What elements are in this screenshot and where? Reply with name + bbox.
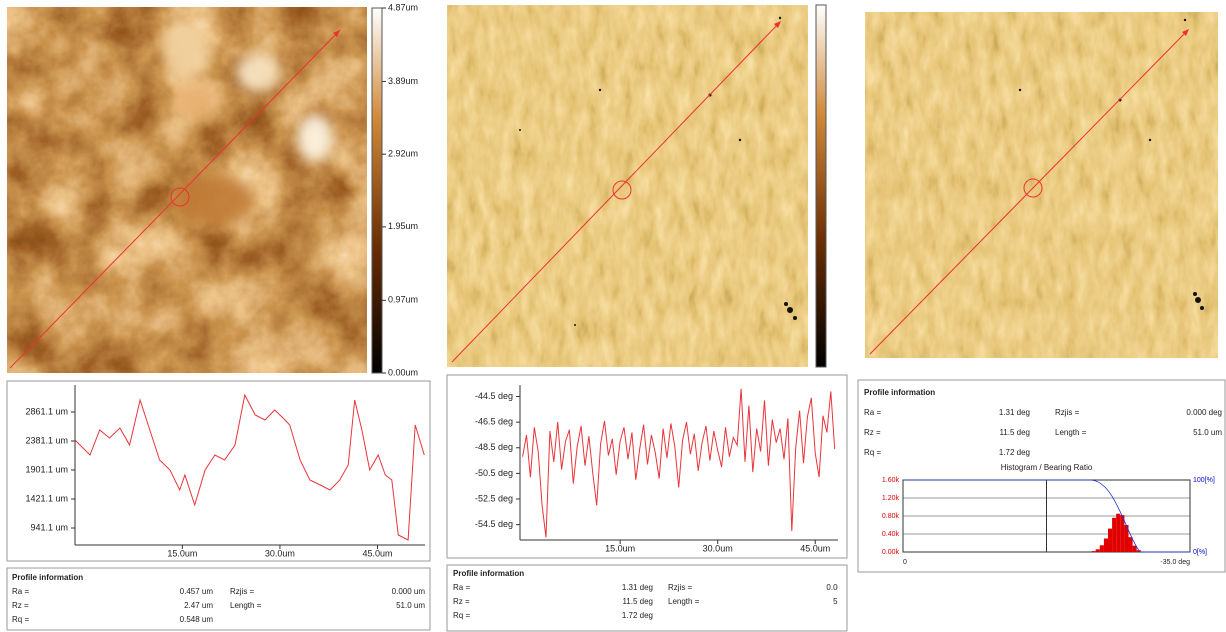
phase-image	[447, 5, 808, 367]
info-cell: 11.5 deg	[622, 597, 653, 606]
info-cell: 0.548 um	[180, 615, 214, 624]
y-tick-label: -44.5 deg	[475, 391, 513, 401]
y2-tick-label: 0[%]	[1193, 549, 1207, 556]
colorbar-label: 0.00um	[388, 367, 418, 377]
colorbar-label: 0.97um	[388, 295, 418, 305]
y-tick-label: 1.20k	[882, 495, 900, 502]
info-cell: 51.0 um	[1193, 428, 1222, 437]
y-tick-label: 0.80k	[882, 513, 900, 520]
histogram-bar	[1132, 545, 1137, 552]
info-cell: 0.000 um	[392, 587, 426, 596]
info-cell: Rzjis =	[1055, 408, 1080, 417]
info-cell: Rq =	[12, 615, 29, 624]
info-cell: Rq =	[453, 611, 470, 620]
info-cell: 2.47 um	[184, 601, 213, 610]
colorbar-label: 3.89um	[388, 76, 418, 86]
info-clip: Profile information Ra = 1.31 deg Rzjis = 0.…	[453, 569, 862, 620]
topography-image	[7, 7, 367, 373]
info-cell: Rzjis =	[668, 583, 693, 592]
info-title: Profile information	[453, 569, 524, 578]
info-cell: Length =	[668, 597, 700, 606]
profile-frame	[6, 380, 431, 562]
profile-frame	[446, 374, 848, 559]
info-cell: 0.000 deg	[1186, 408, 1222, 417]
info-cell: 11.5 deg	[999, 428, 1030, 437]
colorbar-label: 2.92um	[388, 149, 418, 159]
y-tick-label: 941.1 um	[30, 522, 68, 532]
colorbar	[815, 4, 827, 368]
histogram-bar	[1095, 549, 1100, 552]
y2-tick-label: 100[%]	[1193, 477, 1215, 484]
info-cell: Rzjis =	[230, 587, 255, 596]
histogram-bar	[1116, 513, 1121, 552]
info-cell: 0.000 deg	[826, 583, 862, 592]
info-cell: Ra =	[453, 583, 470, 592]
info-cell: Rz =	[12, 601, 29, 610]
histogram-bar	[1120, 515, 1125, 552]
y-tick-label: 1901.1 um	[25, 464, 68, 474]
y-tick-label: -52.5 deg	[475, 493, 513, 503]
y-tick-label: -46.5 deg	[475, 417, 513, 427]
info-cell: Rq =	[864, 448, 881, 457]
colorbar-label: 4.87um	[388, 2, 418, 12]
histogram-bar	[1112, 517, 1117, 552]
info-cell: Rz =	[864, 428, 881, 437]
info-cell: Length =	[1055, 428, 1087, 437]
info-cell: 1.31 deg	[999, 408, 1030, 417]
phase-image	[865, 12, 1218, 358]
y-tick-label: 1.60k	[882, 477, 900, 484]
x-tick-label: 30.0um	[703, 543, 733, 553]
profile-line	[74, 393, 425, 541]
info-cell: 1.72 deg	[999, 448, 1030, 457]
x-tick-label: -35.0 deg	[1160, 559, 1190, 566]
y-tick-label: 0.40k	[882, 531, 900, 538]
y-tick-label: -48.5 deg	[475, 442, 513, 452]
x-tick-label: 45.0um	[362, 548, 392, 558]
x-tick-label: 0	[903, 559, 907, 566]
info-frame	[446, 564, 848, 632]
info-frame	[857, 379, 1226, 573]
info-cell: 51.0 um	[833, 597, 862, 606]
y-tick-label: 1421.1 um	[25, 493, 68, 503]
x-tick-label: 15.0um	[605, 543, 635, 553]
info-cell: Ra =	[12, 587, 29, 596]
info-frame	[6, 567, 431, 631]
histogram-bar	[1108, 528, 1113, 552]
colorbar	[371, 7, 383, 374]
info-title: Profile information	[864, 388, 935, 397]
info-cell: 1.72 deg	[622, 611, 653, 620]
histogram-bar	[1103, 538, 1108, 552]
histogram-bar	[1136, 550, 1141, 552]
info-cell: 0.457 um	[180, 587, 214, 596]
colorbar-label: 1.95um	[388, 221, 418, 231]
info-cell: 1.31 deg	[622, 583, 653, 592]
histogram-bar	[1124, 525, 1129, 552]
bearing-curve	[903, 479, 1190, 553]
y-tick-label: 0.00k	[882, 549, 900, 556]
info-cell: 51.0 um	[396, 601, 425, 610]
info-cell: Length =	[230, 601, 262, 610]
histogram-bar	[1128, 537, 1133, 552]
histogram-bar	[1099, 545, 1104, 552]
info-title: Profile information	[12, 573, 83, 582]
x-tick-label: 45.0um	[800, 543, 830, 553]
histogram-title: Histogram / Bearing Ratio	[1001, 463, 1093, 472]
histogram-bar	[1091, 551, 1096, 552]
y-tick-label: -54.5 deg	[475, 519, 513, 529]
y-tick-label: 2381.1 um	[25, 435, 68, 445]
info-cell: Rz =	[453, 597, 470, 606]
y-tick-label: -50.5 deg	[475, 468, 513, 478]
x-tick-label: 15.0um	[167, 548, 197, 558]
profile-line	[522, 388, 836, 538]
info-cell: Ra =	[864, 408, 881, 417]
x-tick-label: 30.0um	[265, 548, 295, 558]
y-tick-label: 2861.1 um	[25, 406, 68, 416]
